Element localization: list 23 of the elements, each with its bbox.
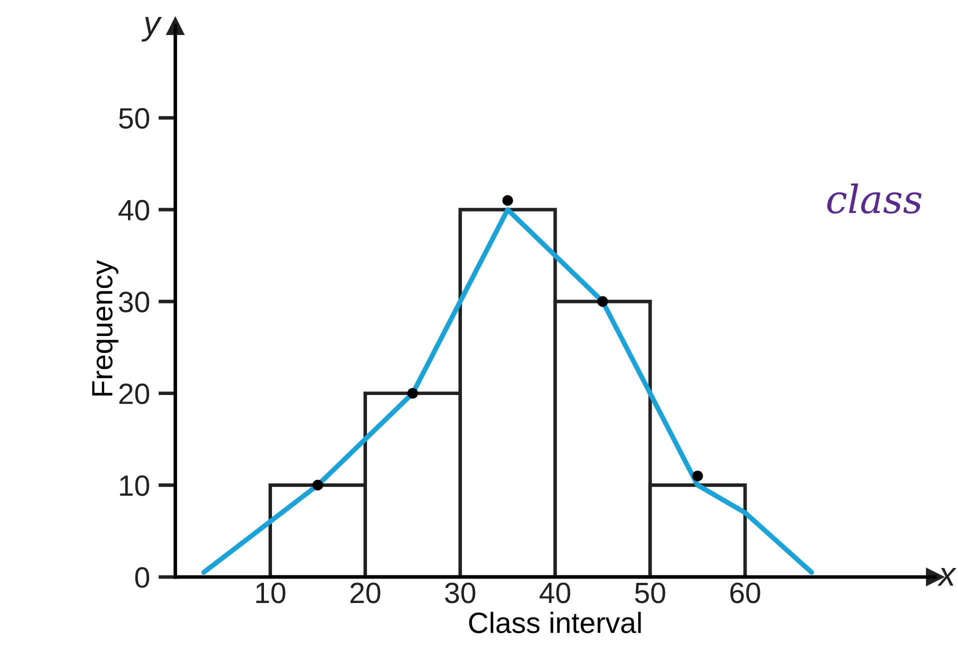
- text: y: [142, 17, 162, 42]
- y-tick-label: 20: [119, 384, 150, 404]
- y-axis-title: Frequency: [92, 260, 118, 396]
- x-tick-label: 50: [635, 582, 666, 604]
- x-tick-label: 60: [730, 582, 760, 604]
- point: [597, 296, 608, 307]
- x-tick-label: 30: [445, 582, 476, 604]
- y-tick-label: 40: [118, 200, 150, 221]
- point: [312, 480, 324, 490]
- x-tick-label: 40: [540, 582, 570, 604]
- line-series: [201, 207, 814, 575]
- x-tick-label: 20: [350, 582, 380, 604]
- point: [692, 470, 703, 482]
- y-tick-label: 0: [135, 567, 150, 588]
- point: [502, 195, 514, 206]
- x-tick-label: 10: [256, 582, 286, 604]
- y-tick-label: 30: [118, 292, 150, 312]
- text: x: [937, 568, 956, 586]
- point: [407, 388, 418, 399]
- x-axis-title: Class interval: [469, 612, 641, 634]
- annotation: class: [827, 183, 922, 214]
- y-tick-label: 50: [119, 108, 150, 129]
- y-tick-label: 10: [120, 475, 150, 496]
